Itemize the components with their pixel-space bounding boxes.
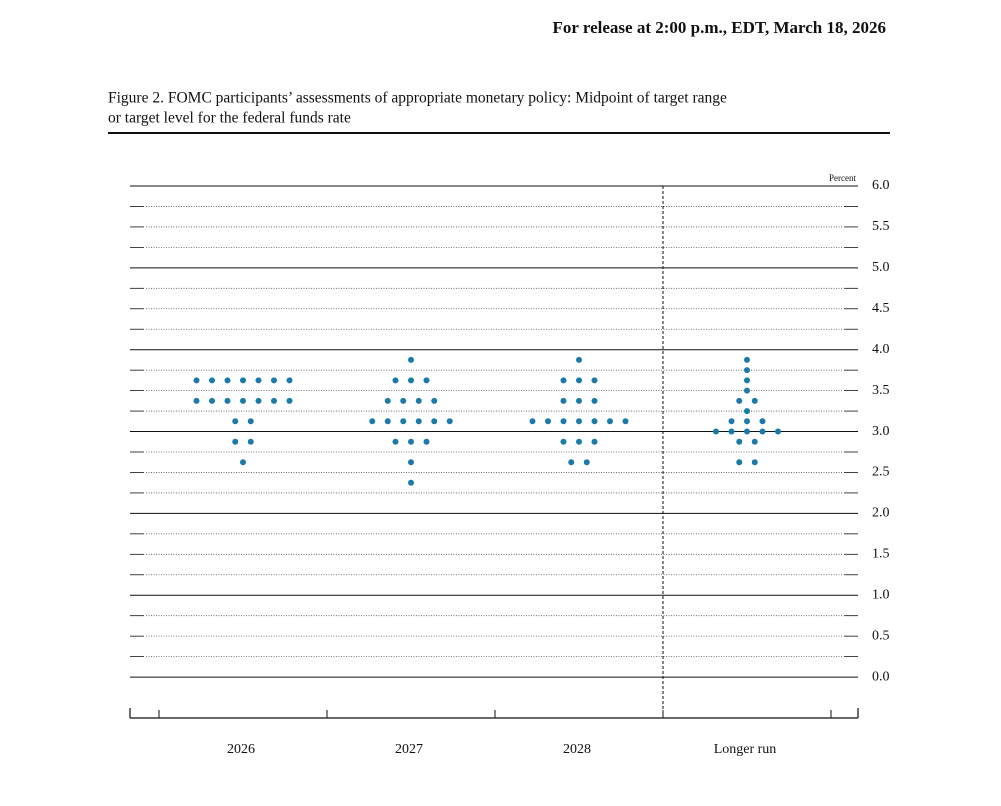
y-tick-label: 0.0 [872, 669, 890, 684]
dot [415, 418, 422, 425]
dot [560, 438, 567, 445]
dot [576, 438, 582, 445]
dot [607, 418, 613, 425]
dot [400, 397, 407, 404]
dot [209, 377, 215, 384]
dot [271, 377, 277, 384]
dot [240, 397, 246, 404]
dot [423, 377, 430, 384]
y-tick-label: 4.5 [872, 301, 890, 316]
dot [369, 418, 376, 425]
dot [209, 397, 215, 404]
x-tick-label: 2028 [563, 742, 591, 757]
dot [751, 397, 758, 404]
dot [591, 438, 598, 445]
dot [751, 438, 758, 445]
dot [545, 418, 551, 425]
dot [255, 377, 262, 384]
dot [408, 459, 414, 466]
y-tick-label: 2.0 [872, 506, 890, 521]
dot [255, 397, 262, 404]
dot [759, 428, 766, 435]
dot [224, 377, 231, 384]
y-tick-label: 5.5 [872, 219, 890, 234]
dot [622, 418, 629, 425]
dot [744, 428, 750, 435]
dot [224, 397, 231, 404]
dot [560, 418, 567, 425]
dot [286, 377, 293, 384]
x-tick-label: Longer run [714, 742, 777, 757]
dot [232, 418, 239, 425]
dot [744, 418, 750, 425]
dot [744, 356, 750, 363]
dot [271, 397, 277, 404]
dot [384, 418, 391, 425]
release-note: For release at 2:00 p.m., EDT, March 18,… [552, 18, 886, 37]
dot [423, 438, 430, 445]
dot [240, 377, 246, 384]
y-tick-label: 5.0 [872, 260, 890, 275]
dot [744, 377, 750, 384]
chart-title: Figure 2. FOMC participants’ assessments… [108, 90, 727, 107]
dot [744, 367, 750, 374]
y-tick-label: 1.0 [872, 587, 890, 602]
dot [247, 438, 254, 445]
dot [193, 377, 200, 384]
y-tick-label: 3.5 [872, 383, 890, 398]
dot [751, 459, 758, 466]
dot [392, 438, 399, 445]
dot [431, 418, 438, 425]
dot [400, 418, 407, 425]
dot [736, 438, 743, 445]
dot [736, 397, 743, 404]
dot [728, 428, 735, 435]
dot [759, 418, 766, 425]
dot [193, 397, 200, 404]
y-tick-label: 2.5 [872, 465, 890, 480]
dot [408, 479, 414, 486]
dot [713, 428, 719, 435]
dot [591, 418, 598, 425]
y-axis-label: Percent [829, 173, 856, 183]
dot [576, 418, 582, 425]
dot [529, 418, 536, 425]
dot [591, 397, 598, 404]
dot [446, 418, 453, 425]
dot [247, 418, 254, 425]
y-tick-label: 6.0 [872, 178, 890, 193]
dot [775, 428, 781, 435]
dot [392, 377, 399, 384]
dot [415, 397, 422, 404]
dot [591, 377, 598, 384]
dot [431, 397, 438, 404]
y-tick-label: 1.5 [872, 547, 890, 562]
y-tick-label: 0.5 [872, 628, 890, 643]
dot [736, 459, 743, 466]
dot [583, 459, 590, 466]
y-tick-label: 3.0 [872, 424, 890, 439]
dot [384, 397, 391, 404]
dot [408, 356, 414, 363]
x-tick-label: 2027 [395, 742, 423, 757]
dot [560, 377, 567, 384]
dot [576, 397, 582, 404]
dot [560, 397, 567, 404]
dot [286, 397, 293, 404]
y-tick-label: 4.0 [872, 342, 890, 357]
dot [744, 387, 750, 394]
dot [232, 438, 239, 445]
chart-title: or target level for the federal funds ra… [108, 110, 351, 127]
dot [744, 408, 750, 415]
dot [408, 438, 414, 445]
dot [568, 459, 575, 466]
dot [576, 356, 582, 363]
dot [728, 418, 735, 425]
dot [240, 459, 246, 466]
dot [408, 377, 414, 384]
dot [576, 377, 582, 384]
x-tick-label: 2026 [227, 742, 255, 757]
